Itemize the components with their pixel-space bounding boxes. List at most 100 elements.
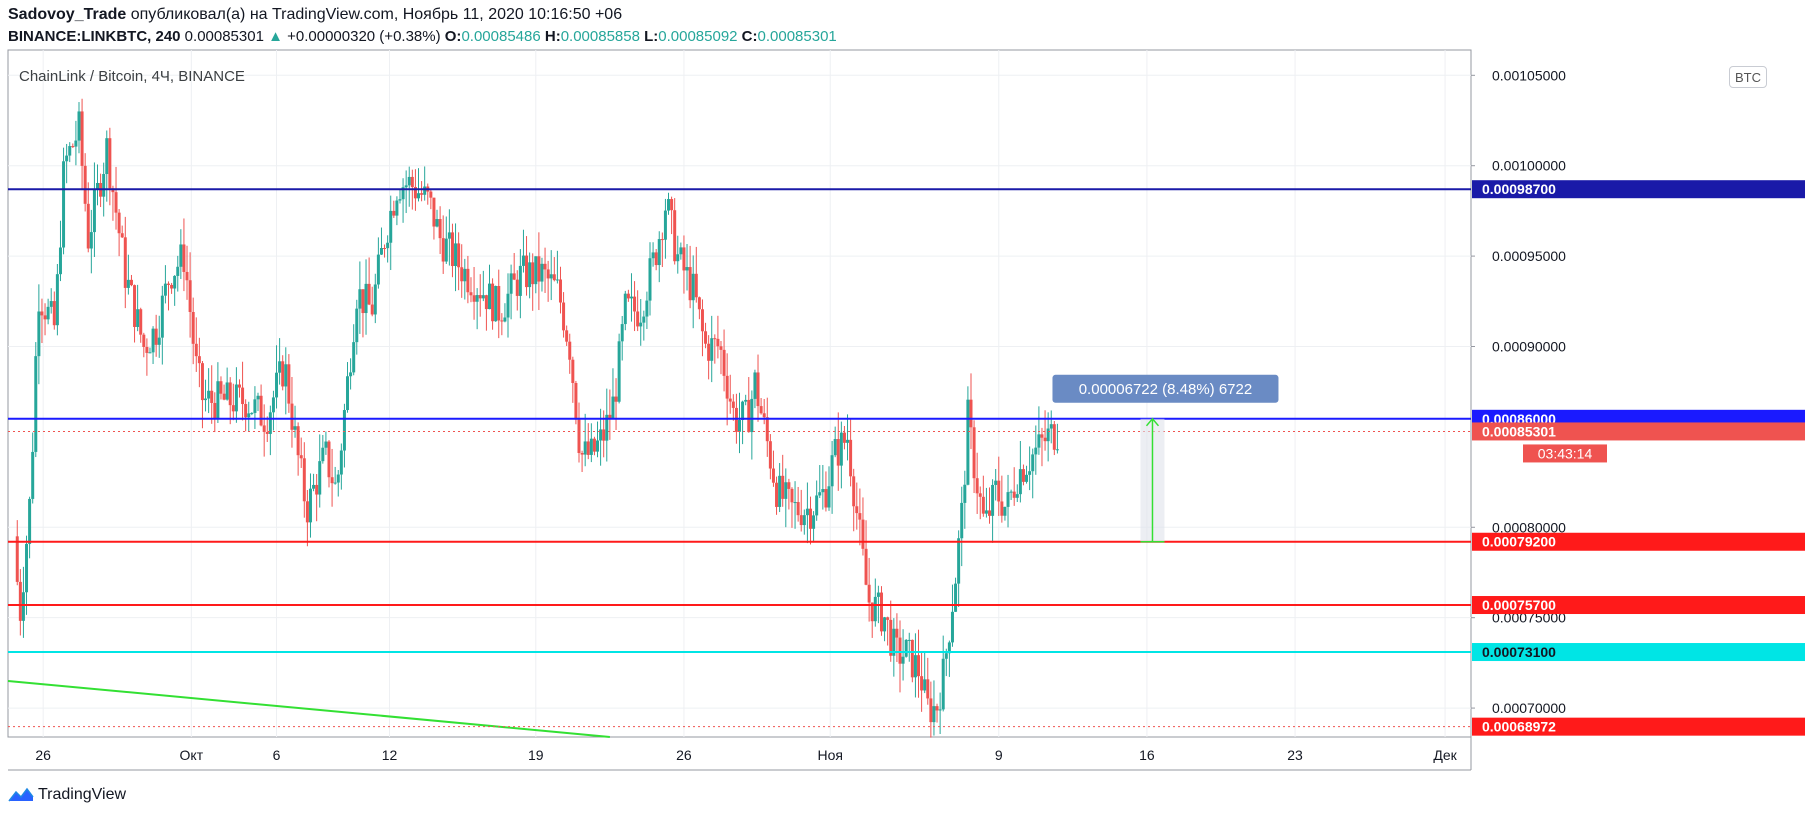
candle-body <box>92 189 96 233</box>
candle-body <box>133 285 137 327</box>
candle-body <box>537 256 541 282</box>
candle-body <box>318 461 322 495</box>
candle-body <box>219 381 223 394</box>
candle-body <box>583 441 587 455</box>
candle-body <box>685 267 689 271</box>
candle-body <box>120 233 124 238</box>
candle-body <box>879 592 883 632</box>
candle-body <box>929 698 933 723</box>
measure-arrow-icon <box>1145 417 1160 427</box>
candle-body <box>278 361 282 373</box>
candle-body <box>654 252 658 266</box>
candle-body <box>673 210 677 262</box>
candle-body <box>580 453 584 455</box>
candle-body <box>670 199 674 211</box>
candle-body <box>870 602 874 622</box>
candle-body <box>636 311 640 327</box>
candle-body <box>765 417 769 442</box>
candle-body <box>96 182 100 190</box>
candle-body <box>327 441 331 478</box>
candle-body <box>410 176 414 187</box>
level-price-label-bg <box>1472 532 1805 551</box>
candle-body <box>620 324 624 342</box>
candle-body <box>65 155 69 162</box>
candle-body <box>1052 424 1056 450</box>
candle-body <box>725 375 729 399</box>
candle-body <box>623 293 627 325</box>
candle-body <box>299 455 303 459</box>
candle-body <box>355 308 359 343</box>
candle-body <box>253 399 257 413</box>
candle-body <box>188 280 192 312</box>
level-price-label-bg <box>1472 180 1805 199</box>
candle-body <box>293 426 297 430</box>
candle-body <box>920 676 924 691</box>
candle-body <box>552 274 556 281</box>
level-price-label: 0.00073100 <box>1482 644 1556 660</box>
candle-body <box>873 596 877 622</box>
candle-body <box>744 399 748 402</box>
candle-body <box>265 431 269 434</box>
candle-body <box>1043 437 1047 442</box>
tradingview-branding[interactable]: TradingView <box>8 786 126 804</box>
candle-body <box>1018 469 1022 495</box>
candle-body <box>707 343 711 361</box>
currency-badge[interactable]: BTC <box>1729 66 1767 88</box>
candle-body <box>207 390 211 399</box>
candle-body <box>784 482 788 499</box>
author-name[interactable]: Sadovoy_Trade <box>8 6 127 23</box>
candle-body <box>386 242 390 249</box>
candle-body <box>886 617 890 620</box>
candle-body <box>383 248 387 250</box>
candle-body <box>197 356 201 364</box>
candle-body <box>417 193 421 199</box>
candle-body <box>713 338 717 340</box>
candle-body <box>781 475 785 499</box>
candle-body <box>515 279 519 296</box>
candle-body <box>370 304 374 315</box>
candle-body <box>308 488 312 523</box>
candle-body <box>114 192 118 213</box>
candle-body <box>957 538 961 584</box>
high-value: 0.00085858 <box>560 28 640 45</box>
candle-body <box>907 639 911 641</box>
candle-body <box>154 328 158 345</box>
candle-body <box>614 396 618 402</box>
candle-body <box>432 197 436 227</box>
candle-body <box>1040 434 1044 438</box>
candle-body <box>963 484 967 503</box>
candle-body <box>802 515 806 526</box>
candle-body <box>645 300 649 317</box>
candle-body <box>241 387 245 405</box>
candle-body <box>991 484 995 516</box>
candle-body <box>210 390 214 403</box>
y-tick-label: 0.00105000 <box>1492 67 1566 83</box>
candle-body <box>1055 449 1059 451</box>
candle-body <box>679 247 683 255</box>
candle-body <box>969 399 973 428</box>
level-price-label: 0.00098700 <box>1482 181 1556 197</box>
candle-body <box>43 315 47 320</box>
candle-body <box>824 489 828 508</box>
candle-body <box>105 138 109 175</box>
candle-body <box>89 232 93 249</box>
candle-body <box>833 439 837 456</box>
candle-body <box>379 248 383 255</box>
candle-body <box>160 295 164 338</box>
candle-body <box>31 451 35 499</box>
candle-body <box>247 413 251 418</box>
candle-body <box>626 293 630 299</box>
candle-body <box>284 364 288 387</box>
candle-body <box>1003 506 1007 516</box>
candle-body <box>910 639 914 678</box>
candle-body <box>487 283 491 310</box>
candle-body <box>577 419 581 454</box>
candle-body <box>759 406 763 414</box>
candle-body <box>466 268 470 293</box>
candle-body <box>228 382 232 406</box>
candle-body <box>173 275 177 289</box>
candle-body <box>852 476 856 507</box>
candle-body <box>883 617 887 632</box>
candle-body <box>688 267 692 301</box>
